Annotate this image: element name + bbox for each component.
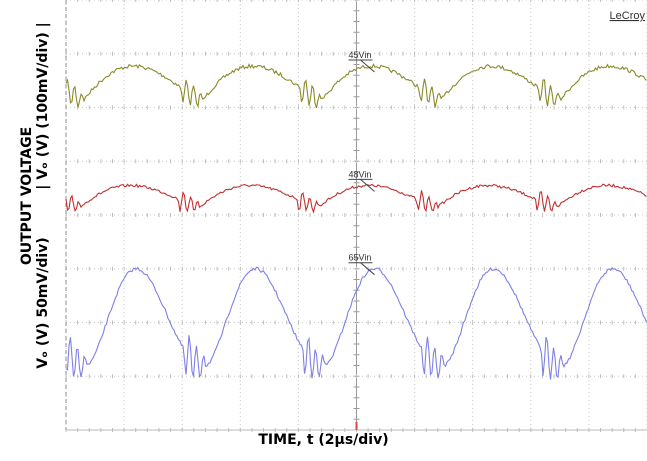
- brand-label: LeCroy: [610, 10, 646, 22]
- trace-45vin: [65, 63, 647, 109]
- graticule: [65, 0, 647, 432]
- trace-label-65vin: 65Vin: [349, 253, 372, 263]
- trace-group: [65, 63, 647, 380]
- trace-label-48vin: 48Vin: [349, 169, 372, 179]
- trace-label-leader: [360, 262, 375, 276]
- y-axis-label-line-2: | Vₒ (V) (100mV/div) |: [35, 22, 51, 190]
- x-axis-label: TIME, t (2µs/div): [258, 432, 389, 448]
- y-axis-label-line-1: OUTPUT VOLTAGE: [19, 126, 35, 266]
- trace-65vin: [65, 266, 647, 380]
- trace-label-leader: [360, 59, 375, 73]
- trace-label-leader: [360, 178, 375, 192]
- trace-label-group: 45Vin 48Vin 65Vin: [348, 50, 375, 276]
- trace-48vin: [65, 183, 647, 214]
- trace-label-45vin: 45Vin: [349, 50, 372, 60]
- y-axis-label-line-3: Vₒ (V) 50mV/div): [35, 237, 51, 369]
